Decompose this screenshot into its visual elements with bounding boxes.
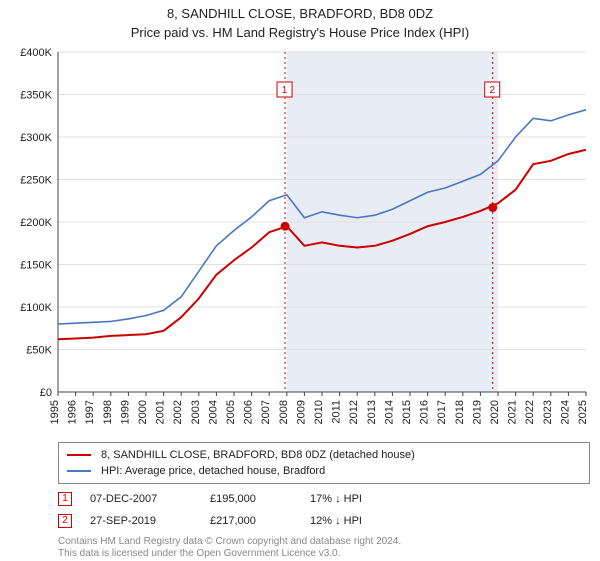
legend-swatch	[67, 454, 91, 456]
legend-label: 8, SANDHILL CLOSE, BRADFORD, BD8 0DZ (de…	[101, 449, 415, 461]
svg-text:2014: 2014	[383, 400, 395, 424]
svg-text:2005: 2005	[225, 400, 237, 424]
sale-delta: 12% ↓ HPI	[310, 515, 420, 527]
svg-text:2004: 2004	[207, 400, 219, 424]
svg-text:£150K: £150K	[20, 259, 52, 271]
sales-row: 2 27-SEP-2019 £217,000 12% ↓ HPI	[58, 510, 590, 532]
footer-line: Contains HM Land Registry data © Crown c…	[58, 536, 590, 549]
legend-row: 8, SANDHILL CLOSE, BRADFORD, BD8 0DZ (de…	[67, 447, 581, 463]
svg-text:2016: 2016	[419, 400, 431, 424]
sale-date: 27-SEP-2019	[90, 515, 210, 527]
svg-text:2023: 2023	[542, 400, 554, 424]
sale-price: £217,000	[210, 515, 310, 527]
svg-text:2025: 2025	[577, 400, 589, 424]
svg-text:1996: 1996	[67, 400, 79, 424]
svg-text:2002: 2002	[172, 400, 184, 424]
svg-text:2019: 2019	[471, 400, 483, 424]
sales-marker: 2	[58, 514, 72, 528]
svg-text:2024: 2024	[559, 400, 571, 424]
svg-text:£400K: £400K	[20, 47, 52, 59]
footer: Contains HM Land Registry data © Crown c…	[58, 536, 590, 561]
svg-text:£100K: £100K	[20, 302, 52, 314]
svg-text:2003: 2003	[190, 400, 202, 424]
svg-text:2: 2	[489, 85, 495, 96]
svg-text:2020: 2020	[489, 400, 501, 424]
sale-date: 07-DEC-2007	[90, 493, 210, 505]
sales-table: 1 07-DEC-2007 £195,000 17% ↓ HPI 2 27-SE…	[58, 488, 590, 532]
svg-text:2017: 2017	[436, 400, 448, 424]
svg-text:2007: 2007	[260, 400, 272, 424]
svg-text:1995: 1995	[49, 400, 61, 424]
svg-text:2010: 2010	[313, 400, 325, 424]
svg-text:1: 1	[282, 85, 288, 96]
svg-text:2001: 2001	[155, 400, 167, 424]
svg-text:2018: 2018	[454, 400, 466, 424]
sales-marker: 1	[58, 492, 72, 506]
svg-text:2000: 2000	[137, 400, 149, 424]
svg-text:2015: 2015	[401, 400, 413, 424]
svg-text:£200K: £200K	[20, 217, 52, 229]
sale-price: £195,000	[210, 493, 310, 505]
page-title: 8, SANDHILL CLOSE, BRADFORD, BD8 0DZ	[8, 6, 592, 23]
svg-text:£0: £0	[40, 387, 52, 399]
svg-text:2011: 2011	[331, 400, 343, 424]
legend-row: HPI: Average price, detached house, Brad…	[67, 463, 581, 479]
svg-text:2006: 2006	[243, 400, 255, 424]
legend-label: HPI: Average price, detached house, Brad…	[101, 465, 325, 477]
legend: 8, SANDHILL CLOSE, BRADFORD, BD8 0DZ (de…	[58, 442, 590, 484]
svg-text:2008: 2008	[278, 400, 290, 424]
sales-row: 1 07-DEC-2007 £195,000 17% ↓ HPI	[58, 488, 590, 510]
svg-text:£300K: £300K	[20, 132, 52, 144]
svg-text:1998: 1998	[102, 400, 114, 424]
svg-text:2009: 2009	[295, 400, 307, 424]
page-subtitle: Price paid vs. HM Land Registry's House …	[8, 25, 592, 42]
legend-swatch	[67, 470, 91, 472]
chart-svg: £0 £50K £100K £150K £200K £250K £300K £350K £400…	[8, 46, 592, 436]
svg-text:2021: 2021	[507, 400, 519, 424]
svg-text:2022: 2022	[524, 400, 536, 424]
price-chart: £0 £50K £100K £150K £200K £250K £300K £350K £400…	[8, 46, 592, 436]
svg-text:2013: 2013	[366, 400, 378, 424]
svg-text:£350K: £350K	[20, 89, 52, 101]
svg-text:1999: 1999	[119, 400, 131, 424]
footer-line: This data is licensed under the Open Gov…	[58, 548, 590, 561]
svg-text:1997: 1997	[84, 400, 96, 424]
sale-delta: 17% ↓ HPI	[310, 493, 420, 505]
svg-text:£50K: £50K	[26, 344, 52, 356]
svg-text:£250K: £250K	[20, 174, 52, 186]
svg-text:2012: 2012	[348, 400, 360, 424]
